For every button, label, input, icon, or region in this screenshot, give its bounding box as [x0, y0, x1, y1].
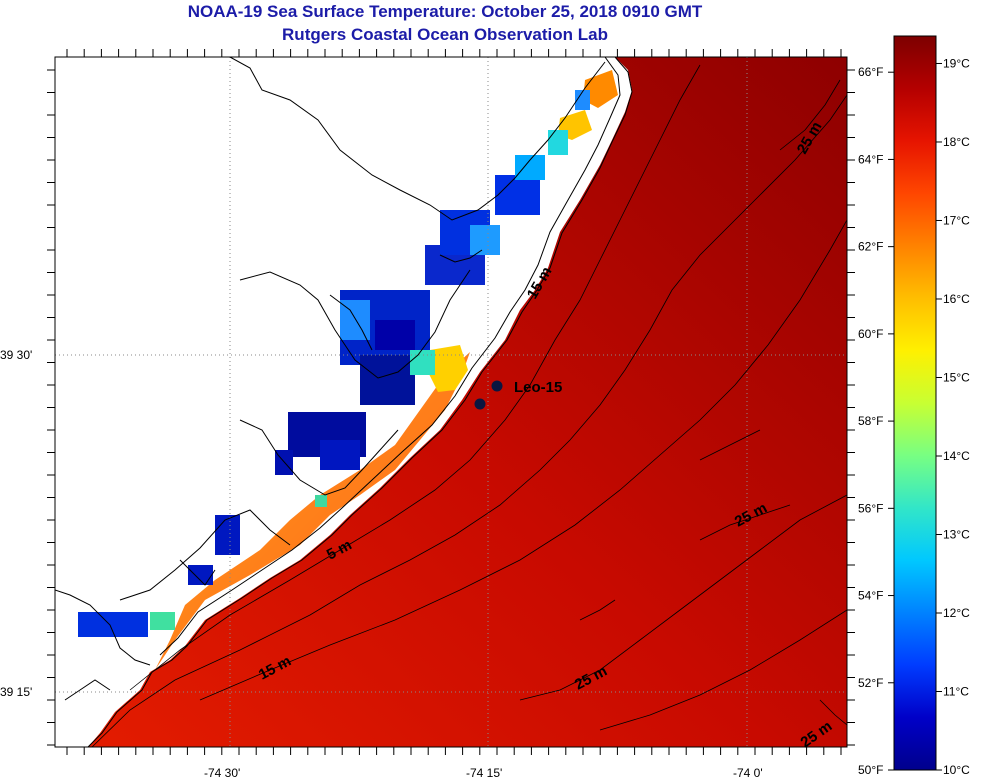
colorbar-fahrenheit-label: 58°F — [858, 414, 883, 428]
map-title: NOAA-19 Sea Surface Temperature: October… — [187, 2, 703, 21]
colorbar-ticks — [888, 62, 942, 771]
nearshore-warm-band — [155, 352, 470, 670]
lat-label-39-30: 39 30' — [0, 348, 32, 362]
map-frame — [54, 56, 848, 748]
colorbar-celsius-label: 16°C — [943, 292, 970, 306]
colorbar-celsius-label: 12°C — [943, 606, 970, 620]
colorbar-fahrenheit-label: 62°F — [858, 240, 883, 254]
bathymetry-contours — [91, 64, 847, 747]
graticule — [55, 57, 847, 747]
colorbar-celsius-label: 18°C — [943, 135, 970, 149]
colorbar-fahrenheit-label: 66°F — [858, 65, 883, 79]
map-subtitle: Rutgers Coastal Ocean Observation Lab — [282, 25, 608, 44]
colorbar-fahrenheit-label: 54°F — [858, 589, 883, 603]
colorbar-celsius-label: 11°C — [943, 684, 969, 698]
frame-ticks — [47, 49, 855, 755]
colorbar-celsius-label: 10°C — [943, 763, 970, 777]
lon-label-74-0: -74 0' — [733, 766, 763, 780]
celsius-labels: 19°C 18°C 17°C 16°C 15°C 14°C 13°C 12°C 11°C 10°C — [943, 56, 970, 777]
colorbar-fahrenheit-label: 50°F — [858, 763, 883, 777]
colorbar-fahrenheit-label: 60°F — [858, 327, 883, 341]
lon-label-74-15: -74 15' — [466, 766, 502, 780]
colorbar-fahrenheit-label: 52°F — [858, 676, 883, 690]
colorbar-celsius-label: 17°C — [943, 213, 970, 227]
lon-label-74-30: -74 30' — [204, 766, 240, 780]
station-marker[interactable] — [491, 380, 503, 392]
fahrenheit-labels: 66°F 64°F 62°F 60°F 58°F 56°F 54°F 52°F 50°F — [858, 65, 883, 777]
colorbar-fahrenheit-label: 56°F — [858, 501, 883, 515]
lat-label-39-15: 39 15' — [0, 685, 32, 699]
cold-bay-patches — [78, 90, 590, 637]
colorbar-fahrenheit-label: 64°F — [858, 152, 883, 166]
nearshore-yellow-patch — [428, 345, 468, 392]
colorbar-celsius-label: 15°C — [943, 370, 970, 384]
colorbar-celsius-label: 14°C — [943, 449, 970, 463]
station-label: Leo-15 — [514, 379, 562, 396]
colorbar-celsius-label: 13°C — [943, 527, 970, 541]
station-marker[interactable] — [474, 398, 486, 410]
colorbar-celsius-label: 19°C — [943, 56, 970, 70]
coastline — [55, 57, 633, 747]
colorbar-scale — [893, 35, 937, 771]
